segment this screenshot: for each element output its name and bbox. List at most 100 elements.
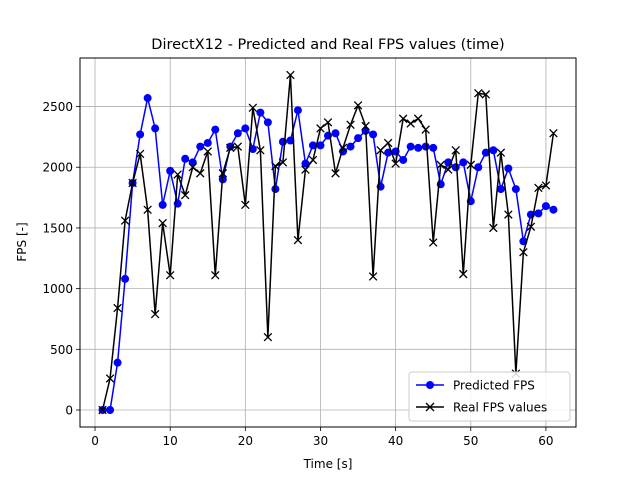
y-tick-label: 1000: [42, 282, 73, 296]
y-tick-label: 2000: [42, 161, 73, 175]
data-point-predicted: [474, 163, 483, 172]
data-point-real: [331, 169, 340, 178]
x-tick-label: 60: [538, 434, 553, 448]
y-tick-label: 1500: [42, 221, 73, 235]
data-point-real: [301, 165, 310, 174]
data-point-predicted: [308, 141, 317, 150]
data-point-real: [451, 145, 461, 155]
data-point-predicted: [481, 148, 490, 157]
data-point-real: [120, 216, 130, 225]
data-point-predicted: [196, 142, 205, 151]
data-point-predicted: [301, 159, 310, 168]
data-point-predicted: [414, 143, 423, 152]
legend-marker-predicted: [426, 381, 434, 389]
plot-area-frame: [79, 57, 577, 428]
data-point-real: [353, 101, 363, 110]
data-point-real: [504, 210, 513, 219]
data-point-real: [474, 88, 483, 98]
data-point-predicted: [504, 164, 513, 173]
data-point-real: [526, 222, 536, 231]
axis-ticks: 0 10 20 30 40 50 60 0 500 1000 1500 2000 2500: [42, 100, 553, 448]
legend-label-real: Real FPS values: [453, 401, 547, 415]
data-point-predicted: [451, 163, 460, 172]
data-point-real: [241, 200, 250, 210]
data-point-real: [286, 70, 295, 80]
data-point-real: [541, 181, 551, 190]
data-point-real: [316, 124, 325, 133]
data-point-predicted: [354, 134, 363, 143]
data-point-real: [346, 120, 355, 130]
y-tick-label: 2500: [42, 100, 73, 114]
chart-title: DirectX12 - Predicted and Real FPS value…: [151, 37, 504, 53]
data-point-predicted: [233, 129, 242, 138]
legend-box: [408, 371, 571, 422]
data-point-real: [98, 405, 107, 415]
data-point-real: [113, 303, 122, 313]
data-point-real: [271, 161, 280, 171]
data-point-predicted: [384, 148, 393, 157]
data-point-real: [173, 170, 182, 179]
data-point-predicted: [331, 129, 340, 138]
data-point-real: [188, 162, 197, 172]
data-point-predicted: [534, 209, 543, 218]
data-point-real: [406, 119, 415, 128]
data-point-real: [421, 125, 430, 134]
data-point-predicted: [421, 142, 430, 151]
data-point-predicted: [256, 108, 265, 117]
data-point-real: [361, 121, 370, 131]
data-point-real: [338, 143, 348, 153]
data-point-real: [150, 309, 160, 319]
data-point-real: [519, 247, 528, 257]
data-point-real: [443, 165, 453, 174]
data-point-real: [128, 178, 137, 188]
data-point-predicted: [286, 136, 295, 145]
x-tick-label: 40: [388, 434, 403, 448]
data-point-predicted: [121, 274, 130, 283]
data-point-predicted: [429, 143, 438, 152]
data-point-real: [496, 148, 506, 157]
data-point-real: [165, 271, 175, 280]
data-point-real: [413, 114, 423, 123]
data-point-predicted: [399, 155, 408, 164]
data-point-predicted: [271, 185, 280, 194]
data-point-predicted: [263, 118, 272, 127]
data-point-predicted: [489, 146, 498, 155]
data-point-real: [308, 155, 318, 165]
data-point-predicted: [541, 202, 550, 211]
data-point-real: [391, 159, 400, 168]
y-axis-label: FPS [-]: [15, 222, 29, 261]
data-point-real: [481, 90, 491, 99]
data-point-real: [203, 147, 213, 156]
data-point-real: [398, 114, 408, 123]
data-point-predicted: [113, 358, 122, 367]
data-point-predicted: [346, 142, 355, 151]
data-point-predicted: [211, 125, 220, 134]
series-real: [98, 70, 558, 415]
x-tick-label: 20: [238, 434, 253, 448]
legend-marker-real: [425, 402, 435, 412]
data-point-predicted: [549, 205, 558, 214]
x-tick-label: 10: [163, 434, 178, 448]
data-point-real: [263, 332, 273, 342]
data-point-predicted: [459, 158, 468, 167]
data-point-predicted: [226, 142, 235, 151]
data-point-real: [383, 138, 393, 148]
data-point-predicted: [106, 406, 115, 415]
data-point-predicted: [496, 185, 505, 194]
series-layer: [98, 70, 558, 415]
data-point-predicted: [181, 154, 190, 163]
data-point-real: [293, 235, 303, 245]
y-tick-label: 0: [65, 404, 73, 418]
data-point-real: [534, 183, 543, 193]
data-point-predicted: [203, 138, 212, 147]
y-tick-label: 500: [50, 343, 73, 357]
x-tick-label: 0: [91, 434, 99, 448]
data-point-predicted: [158, 200, 167, 209]
data-point-predicted: [241, 124, 250, 133]
data-point-real: [218, 169, 228, 178]
data-point-predicted: [511, 185, 520, 194]
data-point-real: [195, 169, 205, 178]
data-point-real: [549, 128, 558, 138]
data-point-real: [135, 149, 145, 159]
